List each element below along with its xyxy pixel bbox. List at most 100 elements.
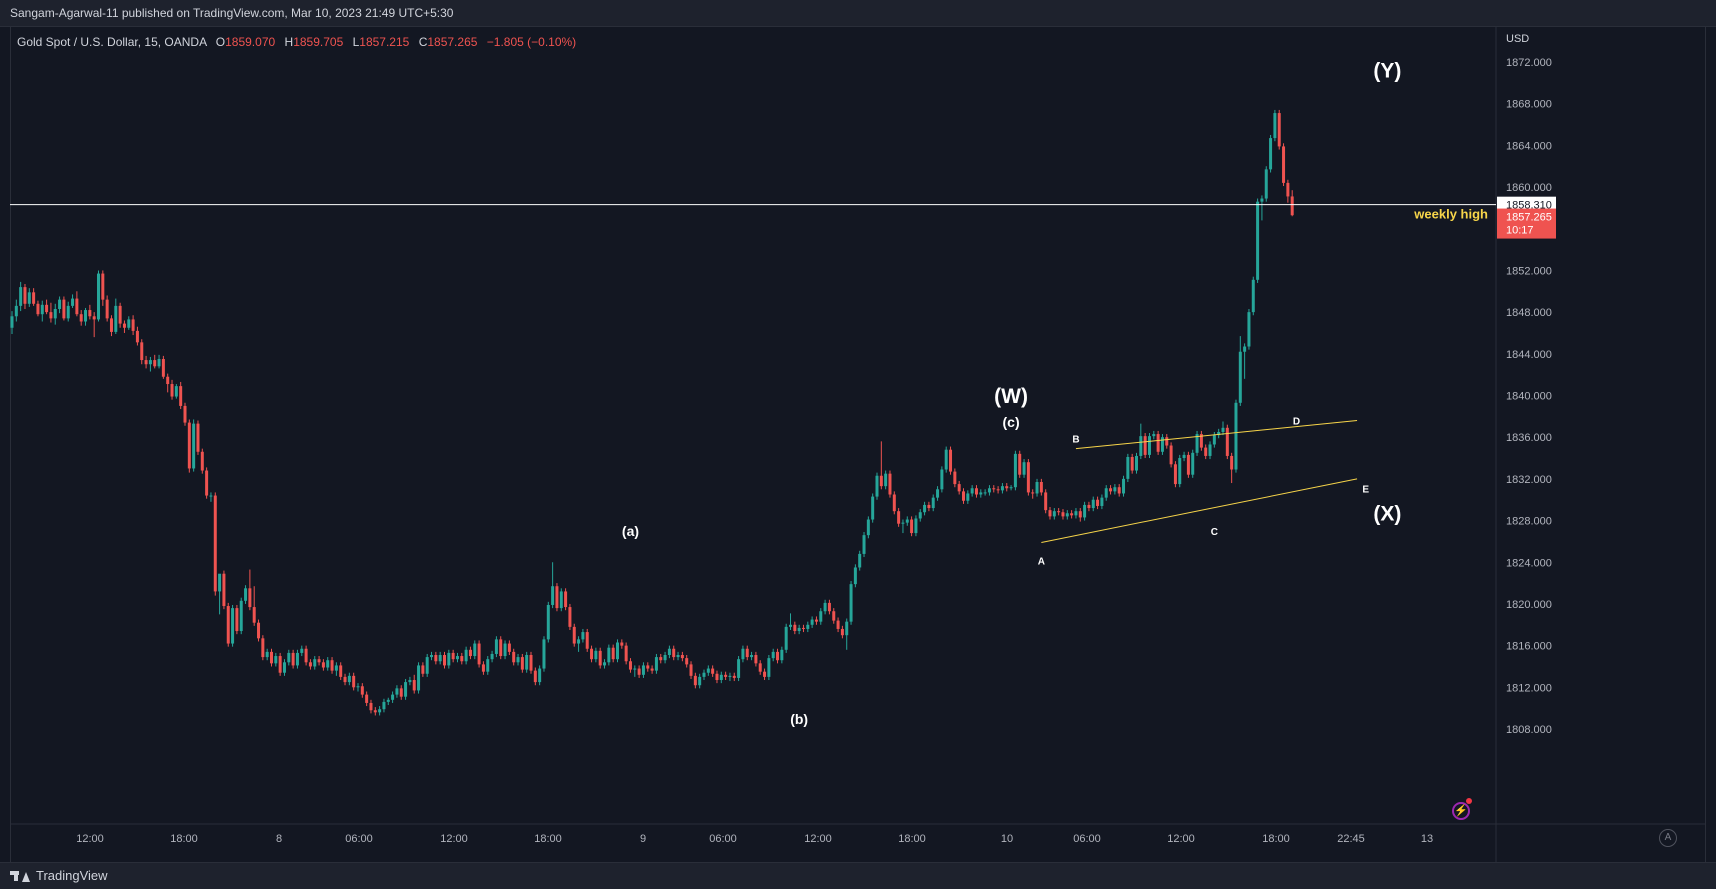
candle-body — [222, 573, 226, 607]
candle-body — [140, 342, 144, 361]
candle-body — [10, 316, 14, 328]
open-value: 1859.070 — [225, 35, 276, 49]
candle-body — [265, 651, 269, 658]
candle-body — [1264, 169, 1268, 199]
candle-body — [616, 642, 619, 660]
candle-body — [88, 310, 92, 317]
candle-body — [793, 624, 797, 632]
candle-body — [1122, 478, 1126, 494]
candle-body — [1026, 462, 1030, 493]
symbol-legend[interactable]: Gold Spot / U.S. Dollar, 15, OANDA O1859… — [17, 35, 576, 49]
wave-label: (a) — [622, 523, 639, 539]
candle-body — [36, 303, 40, 315]
candle-body — [1096, 499, 1100, 506]
candle-body — [546, 604, 550, 640]
candle-body — [365, 694, 369, 703]
candle-body — [814, 619, 818, 622]
candle-body — [685, 658, 689, 665]
candle-body — [417, 665, 421, 691]
candle-body — [84, 310, 88, 322]
price-tick-label: 1872.000 — [1506, 57, 1552, 69]
candle-body — [239, 600, 243, 632]
candle-body — [672, 648, 676, 658]
candle-body — [650, 668, 654, 671]
price-chart[interactable]: weekly high (Y) (W) (c) (X) (a) (b) B D E C A USD 18… — [0, 0, 1716, 862]
candle-body — [1113, 487, 1117, 492]
candle-body — [970, 488, 974, 494]
candle-body — [179, 386, 183, 406]
candle-body — [378, 709, 382, 713]
candle-body — [1217, 431, 1221, 436]
candle-body — [321, 662, 325, 668]
candle-body — [1156, 434, 1160, 452]
candle-body — [845, 621, 849, 636]
price-tick-label: 1848.000 — [1506, 307, 1552, 319]
candle-body — [763, 671, 767, 677]
candle-body — [525, 655, 529, 670]
auto-scale-button[interactable]: A — [1659, 829, 1677, 847]
weekly-high-label: weekly high — [1413, 207, 1488, 222]
candle-body — [745, 648, 749, 658]
low-value: 1857.215 — [359, 35, 410, 49]
candle-body — [486, 659, 490, 672]
triangle-channel-line — [1041, 478, 1358, 543]
candle-body — [118, 305, 122, 324]
candle-body — [858, 553, 862, 568]
chart-pane[interactable] — [10, 26, 1706, 862]
time-tick-label: 18:00 — [170, 833, 198, 845]
candle-body — [603, 662, 607, 666]
candle-body — [127, 319, 131, 328]
candle-body — [1009, 487, 1013, 489]
candle-body — [702, 672, 706, 677]
candle-body — [931, 497, 935, 509]
candle-body — [1052, 511, 1056, 517]
candle-body — [974, 488, 978, 495]
candle-body — [32, 292, 36, 304]
candle-body — [343, 676, 347, 683]
candle-body — [49, 312, 53, 319]
price-axis: USD 1872.000 1868.000 1864.000 1860.000 1852.… — [1497, 33, 1556, 736]
candle-body — [572, 626, 576, 644]
candle-body — [425, 657, 429, 674]
tradingview-brand[interactable]: TradingView — [10, 868, 108, 883]
candle-body — [1130, 456, 1134, 471]
candle-body — [611, 647, 615, 660]
candle-body — [282, 662, 286, 673]
candle-body — [170, 384, 174, 397]
candle-body — [516, 657, 520, 663]
candle-body — [806, 624, 810, 629]
candle-body — [568, 607, 572, 627]
candle-body — [27, 292, 31, 304]
time-tick-label: 22:45 — [1337, 833, 1365, 845]
candlestick-series — [10, 109, 1294, 716]
candle-body — [512, 651, 516, 663]
brand-name: TradingView — [36, 868, 108, 883]
candle-body — [1109, 488, 1113, 492]
countdown-text: 10:17 — [1506, 225, 1534, 237]
candle-body — [1048, 510, 1052, 517]
candle-body — [1199, 434, 1203, 448]
candle-body — [261, 638, 265, 658]
candle-body — [1260, 198, 1264, 202]
wave-label: D — [1293, 417, 1300, 428]
candle-body — [1135, 455, 1138, 471]
candle-body — [148, 360, 152, 365]
candle-body — [153, 360, 157, 367]
candle-body — [577, 639, 581, 644]
candle-body — [1070, 513, 1074, 516]
candle-body — [1165, 437, 1169, 446]
candle-body — [680, 655, 684, 659]
wave-label: A — [1038, 556, 1045, 567]
candle-body — [330, 660, 334, 671]
candle-body — [776, 651, 780, 661]
candle-body — [1065, 513, 1069, 517]
lightning-icon[interactable]: ⚡ — [1452, 802, 1470, 820]
candle-body — [1186, 454, 1190, 475]
candle-body — [490, 653, 494, 660]
candle-body — [624, 645, 628, 662]
candle-body — [905, 519, 909, 523]
candle-body — [287, 652, 291, 663]
candle-body — [434, 655, 438, 662]
candle-body — [295, 652, 299, 666]
candle-body — [1256, 201, 1260, 280]
